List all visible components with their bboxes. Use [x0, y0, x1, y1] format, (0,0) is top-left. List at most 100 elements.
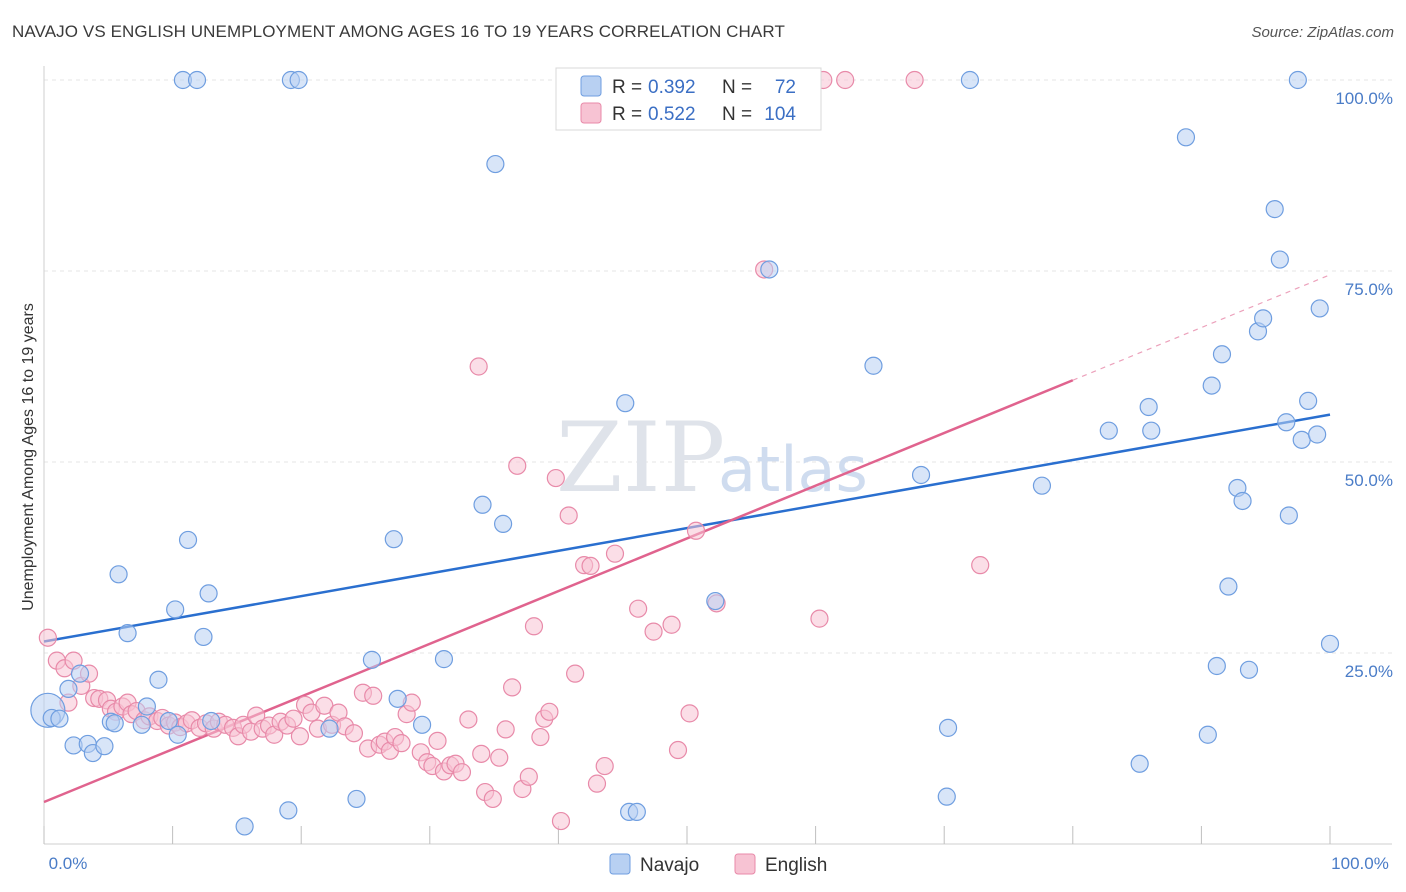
navajo-point-10: [105, 714, 124, 733]
navajo-point-35: [434, 650, 454, 669]
navajo-point-61: [1233, 491, 1252, 511]
english-point-63: [428, 731, 447, 750]
navajo-point-11: [109, 565, 128, 584]
english-point-74: [496, 720, 515, 739]
legend-r-label-english: R =: [612, 104, 642, 125]
english-point-92: [629, 599, 648, 618]
english-point-79: [524, 617, 544, 636]
legend-n-navajo: 72: [775, 77, 796, 98]
english-point-67: [452, 763, 472, 782]
navajo-point-12: [118, 624, 137, 643]
english-point-96: [680, 704, 699, 723]
english-point-100: [810, 609, 829, 628]
navajo-point-40: [627, 802, 646, 822]
navajo-point-23: [199, 584, 218, 603]
english-point-80: [531, 727, 550, 747]
watermark: ZIP atlas: [556, 402, 868, 514]
english-point-41: [290, 727, 310, 746]
english-point-82: [540, 702, 559, 721]
navajo-point-14: [137, 697, 156, 716]
navajo-point-58: [1212, 345, 1232, 364]
source-credit: Source: ZipAtlas.com: [1251, 24, 1394, 41]
navajo-point-74: [1320, 634, 1340, 653]
navajo-point-65: [1265, 200, 1284, 219]
tick-labels: 25.0% 50.0% 75.0% 100.0% 0.0% 100.0%: [49, 89, 1393, 873]
english-point-103: [905, 70, 924, 90]
navajo-point-68: [1279, 506, 1298, 525]
english-point-75: [503, 678, 522, 697]
navajo-point-29: [320, 719, 339, 738]
navajo-point-44: [864, 356, 883, 375]
navajo-point-72: [1308, 425, 1327, 444]
series-label-navajo: Navajo: [640, 855, 699, 876]
navajo-point-30: [347, 789, 366, 809]
y-axis-label: Unemployment Among Ages 16 to 19 years: [20, 303, 37, 611]
data-points: [30, 70, 1340, 836]
english-point-93: [644, 622, 663, 641]
navajo-point-31: [362, 650, 382, 669]
english-point-69: [469, 357, 488, 376]
legend-r-navajo: 0.392: [648, 77, 696, 98]
english-point-83: [546, 468, 565, 488]
legend-n-english: 104: [764, 104, 796, 125]
y-tick-label-75: 75.0%: [1345, 280, 1393, 299]
english-point-102: [836, 70, 855, 90]
series-swatch-english: [734, 853, 756, 875]
english-point-95: [668, 740, 688, 760]
english-point-40: [284, 709, 303, 728]
navajo-point-53: [1142, 421, 1161, 440]
navajo-point-13: [132, 715, 151, 734]
legend-n-label-navajo: N =: [722, 77, 752, 98]
navajo-point-22: [194, 627, 213, 647]
navajo-point-46: [938, 718, 958, 737]
english-point-73: [490, 748, 509, 767]
english-point-78: [519, 767, 538, 786]
navajo-point-73: [1310, 299, 1329, 318]
navajo-point-52: [1139, 397, 1158, 417]
navajo-point-5: [70, 664, 90, 683]
english-point-70: [472, 744, 491, 763]
navajo-point-50: [1099, 421, 1118, 440]
y-tick-label-100: 100.0%: [1335, 89, 1393, 108]
series-legend: Navajo English: [609, 853, 827, 876]
navajo-point-38: [494, 514, 513, 533]
legend-swatch-navajo: [580, 75, 602, 97]
correlation-legend: R = 0.392 N = 72 R = 0.522 N = 104: [555, 67, 822, 131]
english-point-72: [483, 789, 502, 809]
navajo-point-28: [289, 70, 308, 90]
english-point-49: [344, 724, 364, 743]
english-point-86: [566, 664, 585, 683]
navajo-point-49: [1032, 476, 1052, 495]
navajo-point-17: [166, 600, 185, 619]
english-point-76: [508, 456, 527, 475]
legend-n-label-english: N =: [722, 104, 752, 125]
navajo-point-51: [1130, 754, 1149, 773]
navajo-point-21: [187, 70, 207, 90]
gridlines: [44, 79, 1392, 654]
navajo-trend-line: [43, 413, 1331, 643]
navajo-point-43: [760, 260, 779, 279]
navajo-point-26: [279, 801, 298, 820]
navajo-point-33: [388, 689, 407, 708]
navajo-point-37: [486, 154, 505, 174]
english-point-0: [38, 628, 57, 647]
navajo-point-32: [384, 530, 403, 549]
navajo-point-41: [616, 394, 635, 413]
x-tick-label-0: 0.0%: [49, 854, 88, 873]
navajo-point-62: [1239, 660, 1259, 679]
navajo-point-16: [159, 711, 178, 731]
english-point-91: [605, 544, 625, 563]
y-tick-label-50: 50.0%: [1345, 471, 1393, 490]
navajo-point-48: [960, 70, 980, 90]
english-point-85: [559, 506, 578, 525]
english-point-57: [392, 734, 411, 753]
legend-r-english: 0.522: [648, 104, 696, 125]
english-point-104: [971, 556, 990, 575]
navajo-point-25: [235, 817, 254, 836]
navajo-point-8: [95, 737, 114, 756]
navajo-point-56: [1202, 376, 1221, 395]
series-swatch-navajo: [609, 853, 631, 875]
english-point-97: [686, 521, 706, 540]
navajo-point-59: [1219, 577, 1238, 596]
